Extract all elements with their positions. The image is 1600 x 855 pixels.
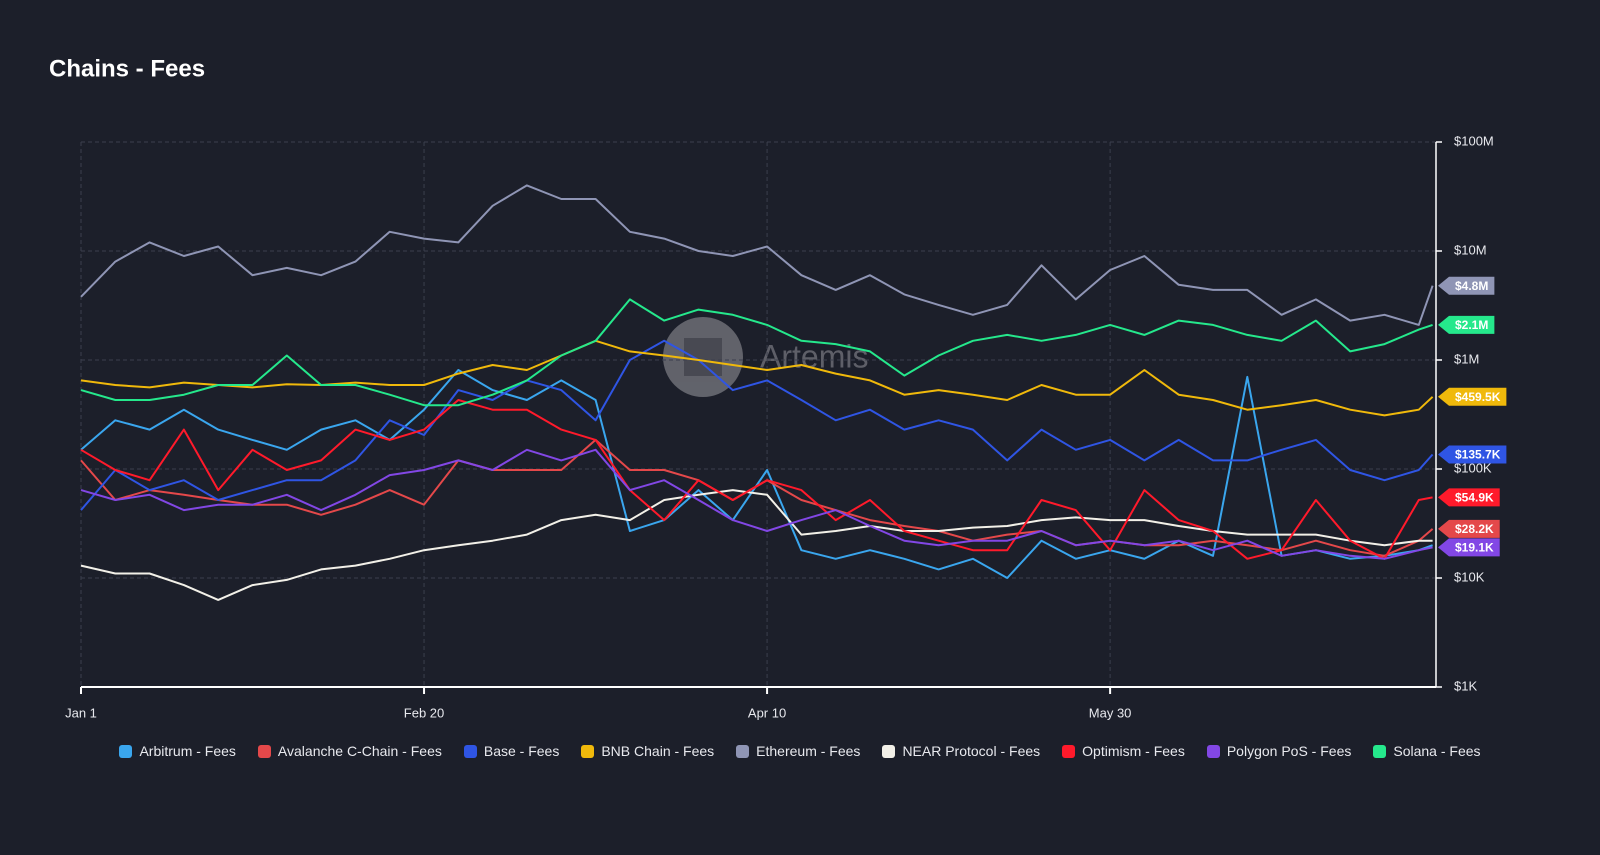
legend-item[interactable]: NEAR Protocol - Fees bbox=[882, 743, 1040, 759]
legend-item[interactable]: Solana - Fees bbox=[1373, 743, 1481, 759]
end-label: $19.1K bbox=[1438, 538, 1500, 557]
series-line bbox=[80, 298, 1433, 407]
legend-label: Solana - Fees bbox=[1393, 743, 1481, 759]
y-tick-label: $1M bbox=[1454, 351, 1479, 366]
legend-swatch bbox=[882, 744, 896, 758]
end-label: $54.9K bbox=[1438, 488, 1500, 507]
legend-swatch bbox=[581, 744, 595, 758]
end-label-text: $135.7K bbox=[1455, 448, 1501, 462]
end-label-tag bbox=[1438, 538, 1500, 557]
x-tick-label: Feb 20 bbox=[404, 705, 444, 720]
series-line bbox=[80, 489, 1433, 601]
series-line bbox=[80, 438, 1434, 557]
series-line bbox=[80, 184, 1434, 326]
legend-swatch bbox=[1373, 744, 1387, 758]
end-label-tag bbox=[1438, 488, 1500, 507]
legend-swatch bbox=[463, 744, 477, 758]
end-label: $2.1M bbox=[1438, 315, 1495, 334]
legend-swatch bbox=[119, 744, 133, 758]
series-line bbox=[80, 369, 1433, 579]
watermark-logo bbox=[663, 317, 743, 397]
chart-title: Chains - Fees bbox=[49, 55, 205, 82]
legend-label: Base - Fees bbox=[483, 743, 560, 759]
legend-label: NEAR Protocol - Fees bbox=[902, 743, 1041, 759]
x-tick-label: May 30 bbox=[1089, 705, 1132, 720]
series-line bbox=[80, 448, 1433, 560]
legend-item[interactable]: Ethereum - Fees bbox=[736, 743, 860, 759]
end-label-text: $2.1M bbox=[1455, 318, 1488, 332]
series-line bbox=[80, 399, 1433, 560]
x-tick-label: Jan 1 bbox=[65, 705, 97, 720]
legend-item[interactable]: Avalanche C-Chain - Fees bbox=[257, 743, 442, 759]
end-label-tag bbox=[1438, 445, 1507, 464]
end-label: $459.5K bbox=[1438, 387, 1507, 406]
end-label-text: $4.8M bbox=[1455, 279, 1488, 293]
legend-label: Polygon PoS - Fees bbox=[1226, 743, 1352, 759]
end-label-text: $459.5K bbox=[1455, 390, 1501, 404]
legend-swatch bbox=[257, 744, 271, 758]
end-label-tag bbox=[1438, 315, 1495, 334]
legend-label: Ethereum - Fees bbox=[756, 743, 861, 759]
legend-swatch bbox=[736, 744, 750, 758]
legend: Arbitrum - Fees Avalanche C-Chain - Fees B… bbox=[0, 743, 1600, 759]
end-label-text: $19.1K bbox=[1455, 541, 1494, 555]
legend-item[interactable]: Base - Fees bbox=[463, 743, 560, 759]
end-label-text: $28.2K bbox=[1455, 522, 1494, 536]
y-tick-label: $100K bbox=[1454, 460, 1492, 475]
y-tick-label: $10M bbox=[1454, 242, 1487, 257]
end-label: $135.7K bbox=[1438, 445, 1507, 464]
chart: Chains - Fees Artemis $1K$10K$100K$1M$10… bbox=[49, 55, 1507, 720]
legend-label: Avalanche C-Chain - Fees bbox=[277, 743, 442, 759]
end-label-tag bbox=[1438, 519, 1500, 538]
legend-swatch bbox=[1062, 744, 1076, 758]
legend-item[interactable]: BNB Chain - Fees bbox=[581, 743, 714, 759]
legend-item[interactable]: Arbitrum - Fees bbox=[119, 743, 236, 759]
legend-label: Optimism - Fees bbox=[1082, 743, 1185, 759]
x-tick-label: Apr 10 bbox=[748, 705, 786, 720]
y-tick-label: $1K bbox=[1454, 678, 1477, 693]
legend-label: BNB Chain - Fees bbox=[601, 743, 715, 759]
legend-label: Arbitrum - Fees bbox=[139, 743, 236, 759]
legend-swatch bbox=[1206, 744, 1220, 758]
series-line bbox=[80, 339, 1434, 511]
legend-item[interactable]: Polygon PoS - Fees bbox=[1206, 743, 1352, 759]
end-label-tag bbox=[1438, 276, 1495, 295]
end-label: $4.8M bbox=[1438, 276, 1495, 295]
end-label-text: $54.9K bbox=[1455, 491, 1494, 505]
legend-item[interactable]: Optimism - Fees bbox=[1062, 743, 1185, 759]
y-tick-label: $100M bbox=[1454, 133, 1494, 148]
end-label-tag bbox=[1438, 387, 1507, 406]
end-label: $28.2K bbox=[1438, 519, 1500, 538]
series-line bbox=[80, 339, 1434, 417]
y-tick-label: $10K bbox=[1454, 569, 1485, 584]
